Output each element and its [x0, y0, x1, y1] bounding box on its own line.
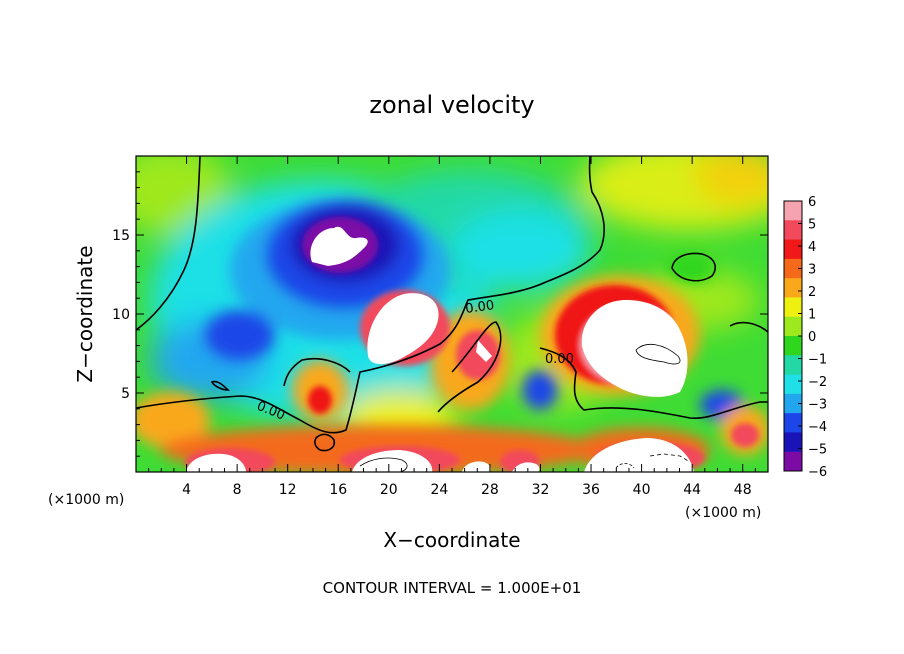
colorbar-swatch [784, 278, 802, 298]
x-tick-label: 40 [633, 482, 651, 498]
colorbar-swatch [784, 258, 802, 279]
y-tick-label: 10 [112, 307, 130, 323]
x-unit-right: (×1000 m) [685, 505, 761, 521]
colorbar-label: −3 [808, 398, 827, 413]
colorbar-swatch [784, 393, 802, 414]
colorbar-label: −5 [808, 443, 827, 458]
contour-interval-footer: CONTOUR INTERVAL = 1.000E+01 [323, 579, 582, 597]
x-tick-label: 28 [481, 482, 499, 498]
colorbar-swatch [784, 201, 802, 221]
x-tick-label: 44 [683, 482, 701, 498]
x-tick-label: 36 [582, 482, 600, 498]
y-tick-label: 5 [121, 386, 130, 402]
colorbar-label: 1 [808, 308, 816, 323]
x-tick-label: 20 [380, 482, 398, 498]
colorbar-label: 3 [808, 263, 816, 278]
colorbar-label: 5 [808, 218, 816, 233]
colorbar-swatch [784, 316, 802, 337]
colorbar-label: −2 [808, 375, 827, 390]
colorbar-label: −1 [808, 353, 827, 368]
x-tick-label: 4 [182, 482, 191, 498]
x-tick-label: 32 [532, 482, 550, 498]
y-axis: 5 10 15 [112, 171, 768, 457]
y-tick-label: 15 [112, 228, 130, 244]
colorbar-swatch [784, 432, 802, 453]
contour-label-3: 0.00 [545, 352, 574, 367]
colorbar-swatch [784, 239, 802, 260]
x-tick-label: 48 [734, 482, 752, 498]
colorbar-swatch [784, 336, 802, 356]
colorbar: 6 5 4 3 2 1 0 −1 −2 −3 −4 −5 −6 [783, 195, 827, 480]
colorbar-label: 2 [808, 285, 816, 300]
x-tick-label: 24 [430, 482, 448, 498]
colorbar-label: 4 [808, 240, 816, 255]
colorbar-swatch [784, 374, 802, 395]
heatmap-field: 0.00 0.00 0.00 [136, 156, 768, 472]
colorbar-swatch [784, 355, 802, 376]
colorbar-swatch [784, 220, 802, 241]
colorbar-label: 6 [808, 195, 816, 210]
y-axis-label: Z−coordinate [73, 245, 97, 382]
x-tick-label: 8 [233, 482, 242, 498]
x-tick-label: 16 [329, 482, 347, 498]
x-tick-label: 12 [279, 482, 297, 498]
x-axis-label: X−coordinate [383, 528, 520, 552]
x-unit-left: (×1000 m) [48, 492, 124, 508]
colorbar-label: 0 [808, 330, 816, 345]
colorbar-label: −4 [808, 420, 827, 435]
x-axis: 4 8 12 16 20 24 28 32 36 40 44 48 [148, 156, 756, 498]
colorbar-swatch [784, 451, 802, 472]
colorbar-label: −6 [808, 465, 827, 480]
chart-title: zonal velocity [369, 91, 534, 119]
zero-contours [136, 156, 768, 452]
contour-label-2: 0.00 [464, 298, 495, 317]
colorbar-swatch [784, 413, 802, 433]
colorbar-swatch [784, 297, 802, 318]
